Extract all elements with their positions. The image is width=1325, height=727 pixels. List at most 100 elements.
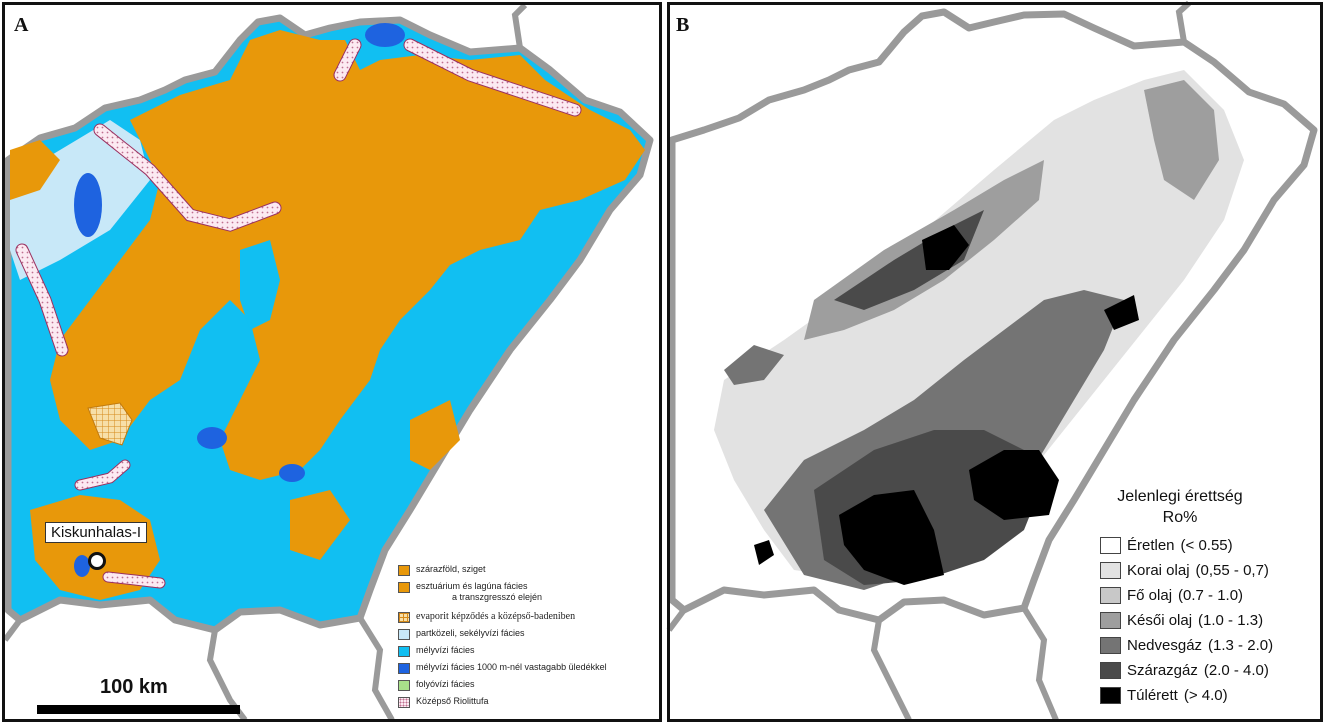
legend-label: Korai olaj [1127, 562, 1190, 579]
legend-label: Késői olaj [1127, 612, 1193, 629]
legend-swatch [398, 612, 410, 623]
legend-label: mélyvízi fácies 1000 m-nél vastagabb üle… [416, 662, 607, 672]
maturity-zone [724, 345, 784, 385]
legend-item: Fő olaj (0.7 - 1.0) [1100, 583, 1273, 608]
scale-bar-label: 100 km [100, 676, 168, 698]
legend-item: Szárazgáz (2.0 - 4.0) [1100, 658, 1273, 683]
legend-item: szárazföld, sziget [398, 564, 607, 581]
legend-item: Korai olaj (0,55 - 0,7) [1100, 558, 1273, 583]
legend-swatch [1100, 537, 1121, 554]
maturity-zone [1144, 80, 1219, 200]
rhyolite-tuff [75, 460, 130, 490]
maturity-zone [969, 450, 1059, 520]
legend-label: esztuárium és lagúna fácies [416, 581, 528, 591]
maturity-zone [1104, 295, 1139, 330]
scale-bar [37, 705, 240, 714]
legend-label: folyóvízi fácies [416, 679, 475, 689]
paleogeographic-map [2, 2, 654, 722]
legend-label: Éretlen [1127, 537, 1175, 554]
legend-item: esztuárium és lagúna fácies a transzgres… [398, 581, 607, 611]
legend-label: Túlérett [1127, 687, 1178, 704]
legend-swatch [398, 663, 410, 674]
legend-range: (> 4.0) [1183, 687, 1228, 704]
deep-basin [365, 23, 405, 47]
border-line [357, 616, 395, 722]
rhyolite-tuff [94, 124, 281, 231]
legend-sublabel: a transzgresszó elején [452, 592, 543, 602]
land-facies [290, 490, 350, 560]
land-facies [10, 140, 60, 200]
panel-b-frame [667, 2, 1323, 722]
legend-label: Nedvesgáz [1127, 637, 1203, 654]
legend-item: Túlérett (> 4.0) [1100, 683, 1273, 708]
legend-swatch [398, 582, 410, 593]
border-line [870, 619, 912, 722]
legend-range: (0,55 - 0,7) [1195, 562, 1269, 579]
legend-subtitle: Ro% [1162, 509, 1198, 526]
legend-range: (1.0 - 1.3) [1198, 612, 1264, 629]
legend-label: Szárazgáz [1127, 662, 1198, 679]
legend-label: Középső Riolittufa [416, 696, 489, 706]
legend-label: partközeli, sekélyvízi fácies [416, 628, 525, 638]
legend-swatch [1100, 637, 1121, 654]
legend-item: mélyvízi fácies [398, 645, 607, 662]
legend-title: Jelenlegi érettség [1117, 488, 1243, 505]
legend-swatch [398, 629, 410, 640]
legend-item: Éretlen (< 0.55) [1100, 533, 1273, 558]
legend-label: szárazföld, sziget [416, 564, 486, 574]
legend-item: Középső Riolittufa [398, 696, 607, 713]
deep-basin [74, 173, 102, 237]
deep-basin [279, 464, 305, 482]
well-marker [88, 552, 106, 570]
rhyolite-tuff [103, 572, 165, 588]
panel-a-paleogeographic-map: A Kiskunhalas-I szárazföld, sziget esztu… [2, 2, 662, 722]
maturity-map [666, 0, 1318, 722]
well-label: Kiskunhalas-I [45, 522, 148, 543]
panel-a-letter: A [14, 14, 29, 36]
legend-item: mélyvízi fácies 1000 m-nél vastagabb üle… [398, 662, 607, 679]
maturity-legend-title: Jelenlegi érettség Ro% [1100, 486, 1260, 528]
deep-basin [197, 427, 227, 449]
panel-b-maturity-map: B Jelenlegi érettség Ro% Éretlen (< 0.55… [664, 0, 1325, 727]
maturity-zone [922, 225, 969, 270]
border-line [2, 618, 23, 642]
panel-a-frame [2, 2, 662, 722]
legend-swatch [1100, 587, 1121, 604]
legend-item: partközeli, sekélyvízi fácies [398, 628, 607, 645]
legend-label: mélyvízi fácies [416, 645, 475, 655]
land-facies [410, 400, 460, 470]
legend-swatch [398, 680, 410, 691]
land-facies [330, 240, 400, 300]
legend-label: Fő olaj [1127, 587, 1173, 604]
legend-swatch [1100, 562, 1121, 579]
legend-swatch [398, 697, 410, 708]
facies-legend: szárazföld, sziget esztuárium és lagúna … [398, 564, 607, 713]
border-line [666, 608, 687, 632]
land-facies [240, 240, 280, 330]
maturity-legend: Éretlen (< 0.55) Korai olaj (0,55 - 0,7)… [1100, 533, 1273, 708]
legend-label: evaporit képződés a középső-badeniben [416, 611, 576, 622]
rhyolite-tuff [334, 39, 361, 81]
legend-item: evaporit képződés a középső-badeniben [398, 611, 607, 628]
panel-b-letter: B [676, 14, 690, 36]
evaporite-area [87, 402, 133, 446]
maturity-zone [754, 540, 774, 565]
legend-swatch [1100, 662, 1121, 679]
border-line [511, 2, 528, 49]
legend-swatch [1100, 612, 1121, 629]
legend-range: (2.0 - 4.0) [1203, 662, 1269, 679]
legend-range: (< 0.55) [1180, 537, 1233, 554]
legend-item: folyóvízi fácies [398, 679, 607, 696]
legend-item: Nedvesgáz (1.3 - 2.0) [1100, 633, 1273, 658]
legend-range: (0.7 - 1.0) [1178, 587, 1244, 604]
rhyolite-tuff [404, 39, 581, 116]
legend-item: Késői olaj (1.0 - 1.3) [1100, 608, 1273, 633]
legend-swatch [398, 565, 410, 576]
rhyolite-tuff [16, 244, 68, 356]
legend-swatch [398, 646, 410, 657]
legend-range: (1.3 - 2.0) [1208, 637, 1274, 654]
deep-basin [74, 555, 90, 577]
border-line [1175, 0, 1192, 43]
border-line [1021, 606, 1059, 722]
maturity-zone [839, 490, 944, 585]
